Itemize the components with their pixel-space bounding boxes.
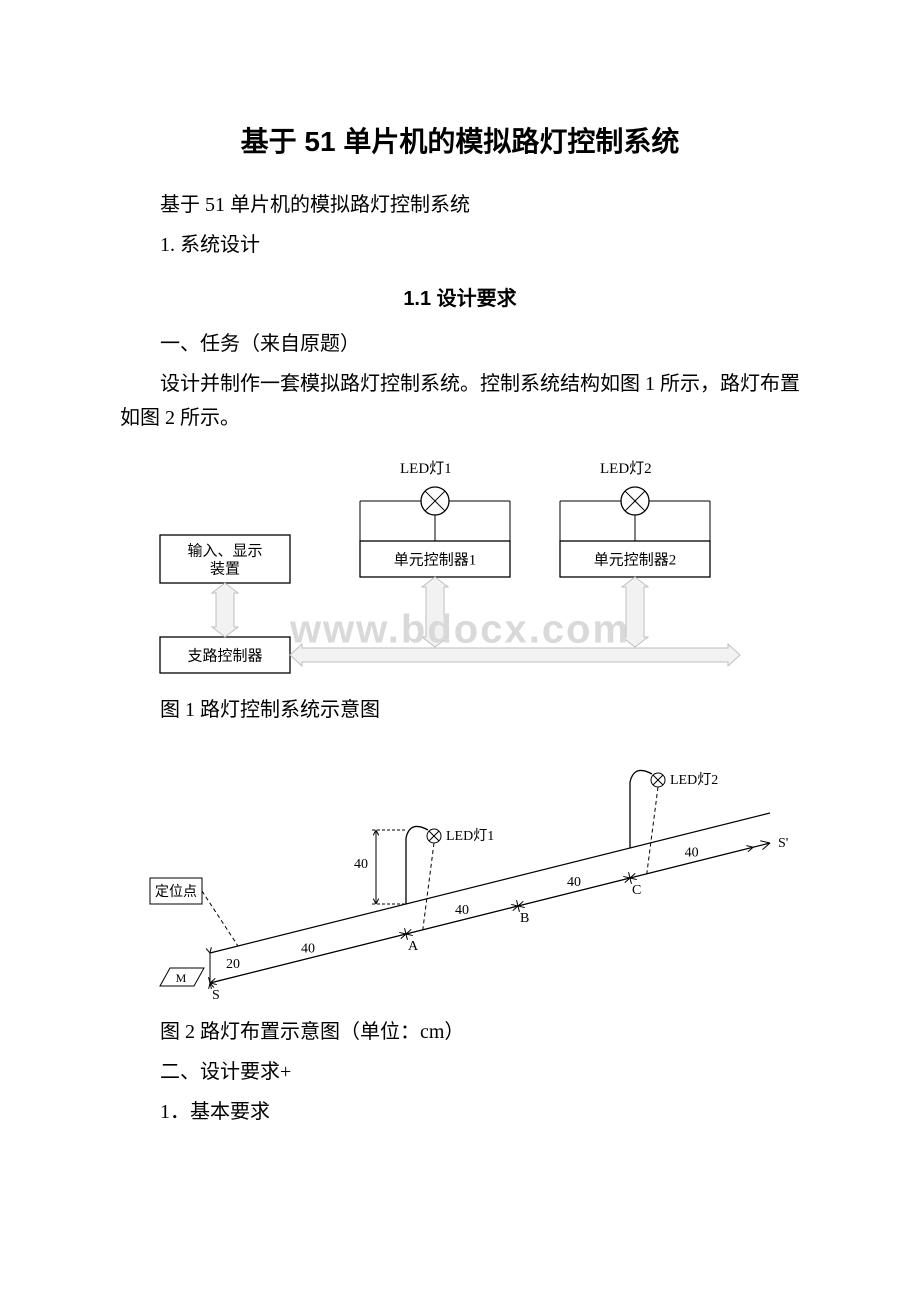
page-title: 基于 51 单片机的模拟路灯控制系统 [120, 120, 800, 160]
svg-text:LED灯2: LED灯2 [670, 772, 718, 788]
svg-text:LED灯1: LED灯1 [446, 828, 494, 844]
requirements-heading: 二、设计要求+ [120, 1055, 800, 1089]
svg-text:输入、显示: 输入、显示 [187, 542, 262, 559]
svg-text:40: 40 [567, 875, 581, 890]
figure-1-caption: 图 1 路灯控制系统示意图 [120, 693, 800, 727]
figure-1-svg: 输入、显示装置支路控制器 单元控制器1 单元控制器2 LED灯1 LED灯2 [130, 451, 750, 681]
svg-text:S': S' [778, 836, 788, 851]
svg-text:单元控制器1: 单元控制器1 [394, 551, 477, 568]
section-1-1-heading: 1.1 设计要求 [120, 282, 800, 311]
svg-text:单元控制器2: 单元控制器2 [594, 551, 677, 568]
requirement-item-1: 1．基本要求 [120, 1095, 800, 1129]
svg-text:A: A [408, 939, 419, 954]
figure-2-svg: S' 定位点 M S A B C 40 40 40 40 20 LED灯1 40 LED灯2 [120, 743, 800, 1003]
svg-text:M: M [176, 971, 187, 985]
svg-text:40: 40 [354, 857, 368, 872]
task-heading: 一、任务（来自原题） [120, 327, 800, 361]
svg-text:40: 40 [685, 846, 699, 861]
svg-text:支路控制器: 支路控制器 [187, 647, 262, 664]
svg-text:装置: 装置 [210, 560, 240, 577]
task-body: 设计并制作一套模拟路灯控制系统。控制系统结构如图 1 所示，路灯布置如图 2 所… [120, 367, 800, 435]
svg-text:20: 20 [226, 957, 240, 972]
intro-line-1: 基于 51 单片机的模拟路灯控制系统 [120, 188, 800, 222]
svg-text:定位点: 定位点 [155, 884, 197, 900]
svg-text:C: C [632, 883, 641, 898]
svg-text:40: 40 [301, 942, 315, 957]
svg-text:40: 40 [455, 903, 469, 918]
figure-2: S' 定位点 M S A B C 40 40 40 40 20 LED灯1 40 LED灯2 [120, 743, 800, 1003]
figure-1: 输入、显示装置支路控制器单元控制器1单元控制器2LED灯1LED灯2 www.b… [120, 451, 800, 681]
intro-line-2: 1. 系统设计 [120, 228, 800, 262]
svg-text:B: B [520, 911, 529, 926]
svg-text:S: S [212, 988, 220, 1003]
svg-text:LED灯2: LED灯2 [600, 460, 652, 477]
svg-text:LED灯1: LED灯1 [400, 460, 452, 477]
figure-2-caption: 图 2 路灯布置示意图（单位：cm） [120, 1015, 800, 1049]
